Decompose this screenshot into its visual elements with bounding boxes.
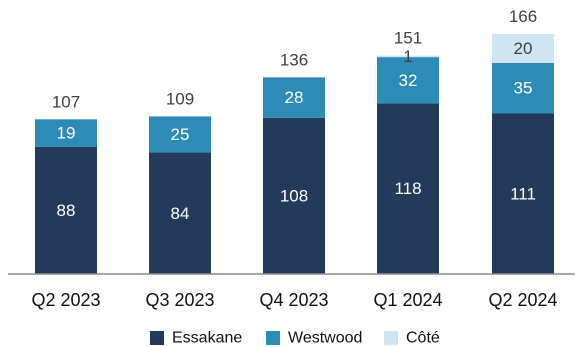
legend-swatch	[384, 331, 398, 345]
bar-segment-essakane	[149, 152, 211, 274]
x-tick-label: Q1 2024	[373, 290, 442, 310]
bar-total-label: 166	[509, 7, 537, 26]
x-tick-label: Q2 2023	[31, 290, 100, 310]
legend-swatch	[150, 331, 164, 345]
bar-segment-westwood	[263, 77, 325, 118]
bar-total-label: 107	[52, 92, 80, 111]
bar-segment-c-t-	[492, 34, 554, 63]
legend-label: Côté	[406, 330, 440, 347]
x-tick-label: Q3 2023	[145, 290, 214, 310]
segment-value-label: 32	[399, 71, 418, 90]
x-axis-ticks: Q2 2023 Q3 2023 Q4 2023 Q1 2024 Q2 2024	[31, 290, 557, 310]
bar-segment-essakane	[263, 117, 325, 274]
bars-layer	[35, 34, 554, 275]
bar-segment-essakane	[492, 113, 554, 275]
segment-value-label: 88	[57, 201, 76, 220]
segment-value-label: 19	[57, 124, 76, 143]
x-tick-label: Q4 2023	[259, 290, 328, 310]
bar-total-label: 136	[280, 50, 308, 69]
bar-segment-westwood	[35, 119, 97, 147]
bar-segment-essakane	[35, 146, 97, 274]
bar-total-label: 109	[166, 89, 194, 108]
segment-value-label: 20	[514, 39, 533, 58]
bar-segment-westwood	[377, 57, 439, 104]
x-tick-label: Q2 2024	[488, 290, 557, 310]
bar-segment-westwood	[149, 116, 211, 153]
segment-value-label: 108	[280, 186, 308, 205]
bar-total-label: 151	[394, 29, 422, 48]
bar-segment-essakane	[377, 103, 439, 275]
bar-segment-c-t-	[377, 55, 439, 58]
segment-value-label: 111	[510, 184, 536, 203]
segment-value-label: 118	[394, 179, 421, 198]
legend-swatch	[266, 331, 280, 345]
bar-segment-westwood	[492, 62, 554, 114]
legend-label: Essakane	[172, 330, 242, 347]
segment-value-label: 28	[285, 88, 304, 107]
segment-value-label: 25	[171, 125, 190, 144]
segment-value-label: 1	[403, 47, 412, 66]
segment-value-label: 35	[514, 79, 533, 98]
segment-value-label: 84	[171, 204, 190, 223]
legend: Essakane Westwood Côté	[150, 330, 440, 347]
legend-label: Westwood	[288, 330, 362, 347]
